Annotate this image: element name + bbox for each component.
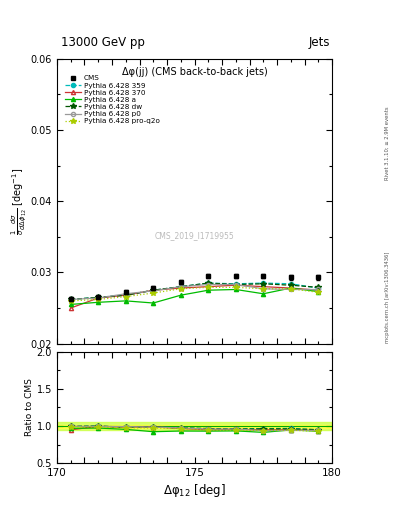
Text: Rivet 3.1.10; ≥ 2.9M events: Rivet 3.1.10; ≥ 2.9M events [385,106,390,180]
Text: Δφ(jj) (CMS back-to-back jets): Δφ(jj) (CMS back-to-back jets) [122,68,267,77]
Text: 13000 GeV pp: 13000 GeV pp [61,36,145,49]
Text: CMS_2019_I1719955: CMS_2019_I1719955 [155,231,234,240]
Text: Jets: Jets [309,36,330,49]
Legend: CMS, Pythia 6.428 359, Pythia 6.428 370, Pythia 6.428 a, Pythia 6.428 dw, Pythia: CMS, Pythia 6.428 359, Pythia 6.428 370,… [63,74,161,125]
Y-axis label: $\frac{1}{\sigma}\frac{d\sigma}{d\Delta\phi_{12}}$ [deg$^{-1}$]: $\frac{1}{\sigma}\frac{d\sigma}{d\Delta\… [10,167,29,235]
Text: mcplots.cern.ch [arXiv:1306.3436]: mcplots.cern.ch [arXiv:1306.3436] [385,251,390,343]
Y-axis label: Ratio to CMS: Ratio to CMS [25,378,34,436]
X-axis label: Δφ$_{12}$ [deg]: Δφ$_{12}$ [deg] [163,482,226,499]
